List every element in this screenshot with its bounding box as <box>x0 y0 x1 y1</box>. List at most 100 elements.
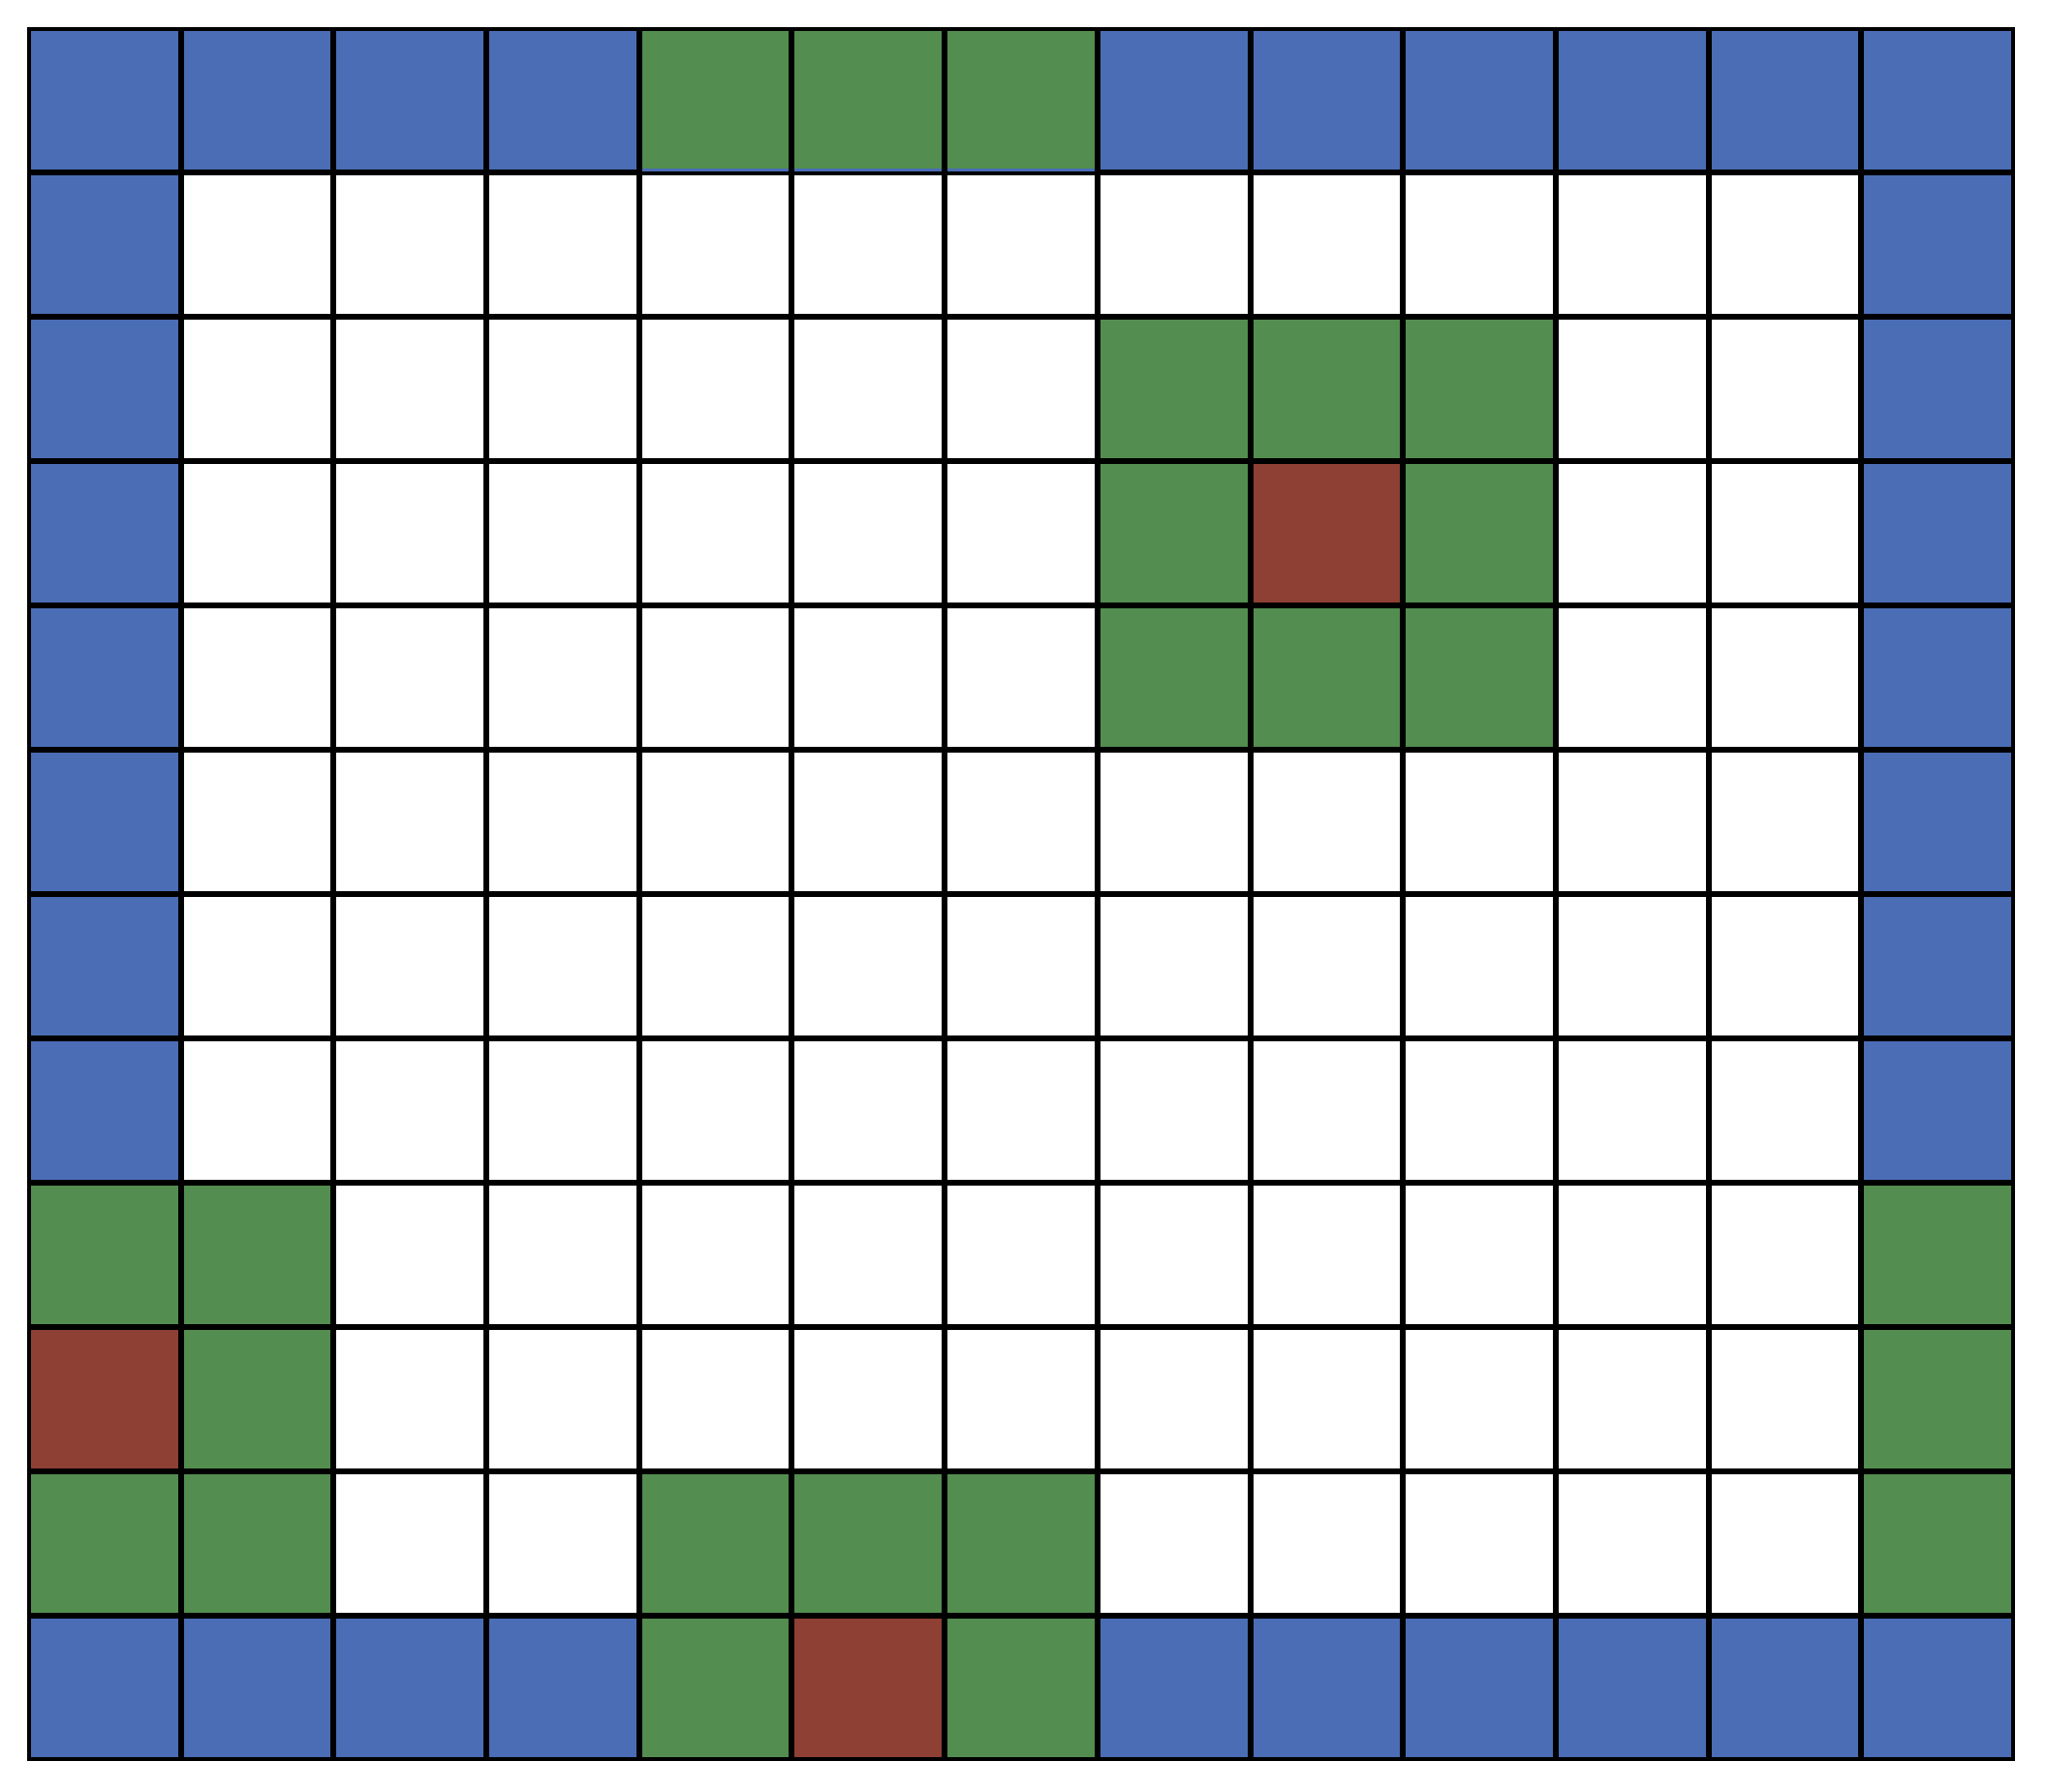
grid-cell-empty-r6-c9[interactable] <box>1402 893 1557 1039</box>
grid-cell-empty-r5-c8[interactable] <box>1249 749 1405 895</box>
grid-cell-empty-r6-c6[interactable] <box>944 893 1099 1039</box>
grid-cell-block-r2-c8[interactable] <box>1249 316 1405 462</box>
grid-cell-wall-r2-c12[interactable] <box>1860 316 2015 462</box>
grid-cell-empty-r3-c1[interactable] <box>179 460 335 606</box>
grid-cell-block-r8-c12[interactable] <box>1860 1182 2015 1328</box>
grid-cell-empty-r5-c7[interactable] <box>1096 749 1252 895</box>
grid-cell-empty-r1-c10[interactable] <box>1554 171 1710 318</box>
grid-cell-empty-r7-c8[interactable] <box>1249 1037 1405 1184</box>
grid-cell-block-r4-c9[interactable] <box>1402 604 1557 751</box>
grid-cell-wall-r0-c3[interactable] <box>485 27 640 173</box>
grid-cell-empty-r9-c2[interactable] <box>332 1326 488 1472</box>
grid-cell-empty-r6-c5[interactable] <box>790 893 946 1039</box>
grid-cell-block-r8-c0[interactable] <box>27 1182 182 1328</box>
grid-cell-empty-r1-c5[interactable] <box>790 171 946 318</box>
grid-cell-empty-r4-c10[interactable] <box>1554 604 1710 751</box>
grid-cell-wall-r0-c10[interactable] <box>1554 27 1710 173</box>
grid-cell-block-r10-c4[interactable] <box>637 1470 793 1617</box>
grid-cell-center-r3-c8[interactable] <box>1249 460 1405 606</box>
grid-cell-wall-r0-c2[interactable] <box>332 27 488 173</box>
grid-cell-block-r2-c7[interactable] <box>1096 316 1252 462</box>
grid-cell-block-r9-c1[interactable] <box>179 1326 335 1472</box>
grid-cell-empty-r4-c4[interactable] <box>637 604 793 751</box>
grid-cell-empty-r7-c4[interactable] <box>637 1037 793 1184</box>
grid-cell-empty-r5-c3[interactable] <box>485 749 640 895</box>
grid-cell-empty-r4-c2[interactable] <box>332 604 488 751</box>
grid-cell-wall-r11-c7[interactable] <box>1096 1615 1252 1761</box>
grid-cell-block-r8-c1[interactable] <box>179 1182 335 1328</box>
grid-cell-empty-r8-c3[interactable] <box>485 1182 640 1328</box>
grid-cell-block-r10-c5[interactable] <box>790 1470 946 1617</box>
grid-cell-empty-r10-c3[interactable] <box>485 1470 640 1617</box>
grid-cell-empty-r6-c10[interactable] <box>1554 893 1710 1039</box>
grid-cell-wall-r0-c11[interactable] <box>1707 27 1863 173</box>
grid-cell-block-r9-c12[interactable] <box>1860 1326 2015 1472</box>
grid-cell-empty-r8-c4[interactable] <box>637 1182 793 1328</box>
grid-cell-wall-r3-c0[interactable] <box>27 460 182 606</box>
grid-cell-wall-r6-c12[interactable] <box>1860 893 2015 1039</box>
grid-cell-wall-r11-c10[interactable] <box>1554 1615 1710 1761</box>
grid-cell-empty-r9-c8[interactable] <box>1249 1326 1405 1472</box>
grid-cell-wall-r0-c7[interactable] <box>1096 27 1252 173</box>
grid-cell-empty-r9-c6[interactable] <box>944 1326 1099 1472</box>
grid-cell-empty-r9-c11[interactable] <box>1707 1326 1863 1472</box>
grid-cell-wall-r2-c0[interactable] <box>27 316 182 462</box>
grid-cell-empty-r9-c3[interactable] <box>485 1326 640 1472</box>
grid-cell-empty-r1-c3[interactable] <box>485 171 640 318</box>
grid-cell-empty-r5-c10[interactable] <box>1554 749 1710 895</box>
grid-cell-wall-r11-c11[interactable] <box>1707 1615 1863 1761</box>
grid-cell-empty-r10-c10[interactable] <box>1554 1470 1710 1617</box>
grid-cell-wall-r1-c0[interactable] <box>27 171 182 318</box>
grid-cell-wall-r0-c9[interactable] <box>1402 27 1557 173</box>
grid-cell-block-r11-c4[interactable] <box>637 1615 793 1761</box>
grid-cell-block-r0-c5[interactable] <box>790 27 946 173</box>
grid-board[interactable] <box>27 27 2015 1761</box>
grid-cell-empty-r6-c3[interactable] <box>485 893 640 1039</box>
grid-cell-block-r10-c0[interactable] <box>27 1470 182 1617</box>
grid-cell-empty-r7-c9[interactable] <box>1402 1037 1557 1184</box>
grid-cell-empty-r10-c2[interactable] <box>332 1470 488 1617</box>
grid-cell-empty-r7-c7[interactable] <box>1096 1037 1252 1184</box>
grid-cell-block-r4-c7[interactable] <box>1096 604 1252 751</box>
grid-cell-empty-r1-c7[interactable] <box>1096 171 1252 318</box>
grid-cell-empty-r2-c10[interactable] <box>1554 316 1710 462</box>
grid-cell-empty-r10-c9[interactable] <box>1402 1470 1557 1617</box>
grid-cell-empty-r1-c8[interactable] <box>1249 171 1405 318</box>
grid-cell-empty-r2-c4[interactable] <box>637 316 793 462</box>
grid-cell-block-r3-c9[interactable] <box>1402 460 1557 606</box>
grid-cell-wall-r11-c12[interactable] <box>1860 1615 2015 1761</box>
grid-cell-wall-r7-c0[interactable] <box>27 1037 182 1184</box>
grid-cell-empty-r2-c3[interactable] <box>485 316 640 462</box>
grid-cell-empty-r5-c6[interactable] <box>944 749 1099 895</box>
grid-cell-block-r11-c6[interactable] <box>944 1615 1099 1761</box>
grid-cell-empty-r8-c6[interactable] <box>944 1182 1099 1328</box>
grid-cell-empty-r1-c11[interactable] <box>1707 171 1863 318</box>
grid-cell-empty-r4-c11[interactable] <box>1707 604 1863 751</box>
grid-cell-empty-r6-c2[interactable] <box>332 893 488 1039</box>
grid-cell-wall-r6-c0[interactable] <box>27 893 182 1039</box>
grid-cell-empty-r1-c9[interactable] <box>1402 171 1557 318</box>
grid-cell-empty-r7-c1[interactable] <box>179 1037 335 1184</box>
grid-cell-empty-r10-c8[interactable] <box>1249 1470 1405 1617</box>
grid-cell-wall-r4-c0[interactable] <box>27 604 182 751</box>
grid-cell-block-r2-c9[interactable] <box>1402 316 1557 462</box>
grid-cell-empty-r6-c8[interactable] <box>1249 893 1405 1039</box>
grid-cell-empty-r3-c10[interactable] <box>1554 460 1710 606</box>
grid-cell-empty-r7-c6[interactable] <box>944 1037 1099 1184</box>
grid-cell-empty-r5-c5[interactable] <box>790 749 946 895</box>
grid-cell-empty-r2-c5[interactable] <box>790 316 946 462</box>
grid-cell-block-r10-c1[interactable] <box>179 1470 335 1617</box>
grid-cell-empty-r10-c7[interactable] <box>1096 1470 1252 1617</box>
grid-cell-empty-r1-c4[interactable] <box>637 171 793 318</box>
grid-cell-empty-r3-c6[interactable] <box>944 460 1099 606</box>
grid-cell-empty-r8-c10[interactable] <box>1554 1182 1710 1328</box>
grid-cell-wall-r11-c9[interactable] <box>1402 1615 1557 1761</box>
grid-cell-empty-r9-c7[interactable] <box>1096 1326 1252 1472</box>
grid-cell-wall-r11-c3[interactable] <box>485 1615 640 1761</box>
grid-cell-block-r10-c6[interactable] <box>944 1470 1099 1617</box>
grid-cell-empty-r6-c11[interactable] <box>1707 893 1863 1039</box>
grid-cell-empty-r10-c11[interactable] <box>1707 1470 1863 1617</box>
grid-cell-wall-r11-c8[interactable] <box>1249 1615 1405 1761</box>
grid-cell-wall-r3-c12[interactable] <box>1860 460 2015 606</box>
grid-cell-center-r11-c5[interactable] <box>790 1615 946 1761</box>
